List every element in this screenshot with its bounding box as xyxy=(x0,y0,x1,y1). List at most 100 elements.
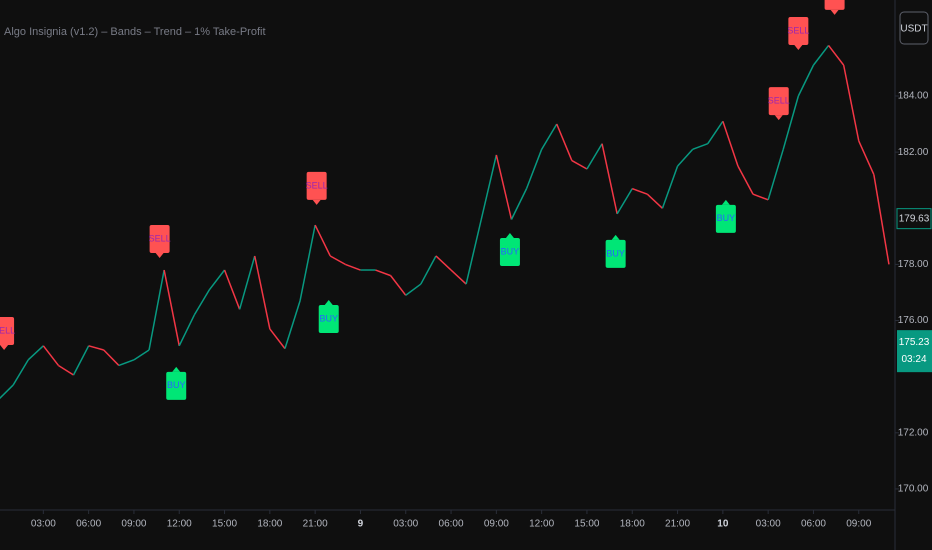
price-badge xyxy=(897,330,932,373)
price-segment xyxy=(767,149,784,201)
signal-marker: BUY xyxy=(499,232,520,266)
x-tick-label: 10 xyxy=(717,519,729,530)
y-tick-label: 184.00 xyxy=(898,91,929,102)
price-badge-label: 175.23 xyxy=(899,337,930,348)
price-segment xyxy=(782,95,800,150)
price-segment xyxy=(42,345,60,366)
price-segment xyxy=(238,255,256,310)
price-segment xyxy=(148,269,165,351)
price-segment xyxy=(450,269,467,285)
y-tick-label: 178.00 xyxy=(898,259,929,270)
price-segment xyxy=(495,154,513,220)
x-tick-label: 06:00 xyxy=(439,519,464,530)
signal-label: SELL xyxy=(787,25,809,35)
price-segment xyxy=(345,263,361,271)
price-badge xyxy=(896,208,932,230)
price-segment xyxy=(299,224,316,302)
x-tick-label: 03:00 xyxy=(31,519,56,530)
price-segment xyxy=(390,275,407,296)
price-segment xyxy=(269,328,286,350)
signal-marker: SELL xyxy=(0,317,15,351)
x-tick-label: 06:00 xyxy=(801,519,826,530)
signal-tail xyxy=(312,199,321,205)
price-segment xyxy=(208,269,226,291)
price-segment xyxy=(284,300,301,349)
signal-marker: SELL xyxy=(149,224,171,258)
price-segment xyxy=(676,148,694,167)
signal-marker: BUY xyxy=(166,366,187,400)
signal-label: BUY xyxy=(501,246,520,256)
signal-box xyxy=(149,224,170,253)
price-segment xyxy=(329,255,346,266)
signal-marker: BUY xyxy=(715,199,736,233)
chart-title: Algo Insignia (v1.2) – Bands – Trend – 1… xyxy=(4,26,266,38)
y-tick-label: 170.00 xyxy=(898,484,929,495)
price-segment xyxy=(722,121,739,167)
signal-label: SELL xyxy=(306,180,328,190)
x-tick-label: 15:00 xyxy=(212,519,237,530)
x-tick-label: 06:00 xyxy=(76,519,101,530)
signal-box xyxy=(499,237,520,266)
signal-marker: SELL xyxy=(768,87,790,121)
x-tick-label: 18:00 xyxy=(620,519,645,530)
price-segment xyxy=(556,123,573,161)
signal-tail xyxy=(324,300,333,306)
x-tick-label: 21:00 xyxy=(303,519,328,530)
price-segment xyxy=(27,345,44,361)
price-segment xyxy=(692,143,709,151)
price-segment xyxy=(58,364,74,376)
signal-marker: SELL xyxy=(824,0,846,15)
signal-label: BUY xyxy=(606,248,625,258)
x-tick-label: 21:00 xyxy=(665,519,690,530)
price-segment xyxy=(163,269,180,346)
signal-label: SELL xyxy=(149,233,171,243)
signal-marker: BUY xyxy=(605,234,626,268)
x-tick-label: 09:00 xyxy=(484,519,509,530)
x-tick-label: 15:00 xyxy=(574,519,599,530)
price-segment xyxy=(707,120,724,145)
signal-tail xyxy=(611,234,620,240)
x-tick-label: 9 xyxy=(358,519,364,530)
signal-box xyxy=(166,371,187,400)
y-tick-label: 176.00 xyxy=(898,315,929,326)
price-segment xyxy=(842,64,860,142)
signal-box xyxy=(715,204,736,233)
y-tick-label: 182.00 xyxy=(898,147,929,158)
signal-tail xyxy=(830,9,839,15)
signal-label: BUY xyxy=(319,313,338,323)
signal-box xyxy=(824,0,845,10)
signal-tail xyxy=(505,232,514,238)
currency-label[interactable]: USDT xyxy=(900,24,927,35)
x-tick-label: 18:00 xyxy=(257,519,282,530)
x-tick-label: 12:00 xyxy=(167,519,192,530)
price-segment xyxy=(616,188,633,215)
price-segment xyxy=(525,149,543,189)
price-segment xyxy=(133,349,150,361)
signal-box xyxy=(788,16,809,45)
currency-button[interactable] xyxy=(899,11,929,45)
y-tick-label: 172.00 xyxy=(898,427,929,438)
price-segment xyxy=(480,154,498,220)
price-segment xyxy=(0,384,14,400)
signal-tail xyxy=(172,366,181,372)
price-segment xyxy=(254,255,271,330)
price-segment xyxy=(541,123,558,150)
price-segment xyxy=(88,345,104,351)
price-segment xyxy=(752,193,769,201)
price-segment xyxy=(193,289,211,316)
price-segment xyxy=(858,140,875,175)
price-segment xyxy=(873,174,890,265)
x-tick-label: 03:00 xyxy=(393,519,418,530)
price-segment xyxy=(737,165,754,195)
signal-label: SELL xyxy=(768,96,790,106)
price-segment xyxy=(510,188,528,220)
x-tick-label: 09:00 xyxy=(121,519,146,530)
signal-tail xyxy=(0,345,9,351)
signal-label: BUY xyxy=(717,213,736,223)
x-tick-label: 09:00 xyxy=(846,519,871,530)
price-badge-label: 179.63 xyxy=(899,213,930,224)
countdown-label: 03:24 xyxy=(901,354,926,365)
